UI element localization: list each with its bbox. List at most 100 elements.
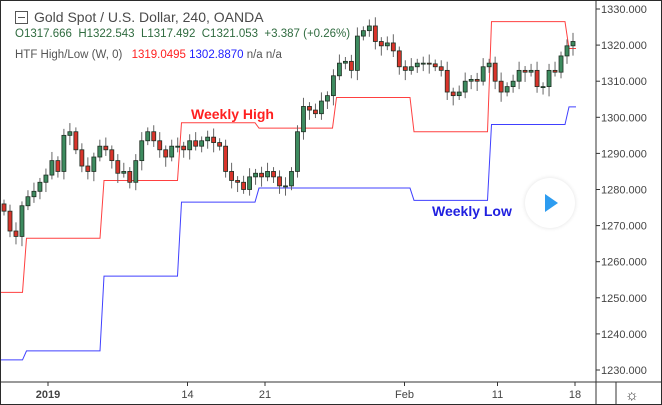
y-tick-label: 1300.000 (601, 112, 647, 124)
gear-icon[interactable]: ☼ (625, 387, 639, 404)
candle-down (402, 66, 408, 71)
minus-square-icon[interactable] (15, 10, 28, 24)
candle-up (205, 136, 211, 142)
candle-up (366, 25, 372, 32)
candle-up (265, 171, 270, 178)
y-tick-label: 1310.000 (601, 76, 647, 88)
candle-down (79, 149, 85, 167)
x-tick-label: Feb (395, 389, 414, 401)
candle-down (235, 180, 240, 183)
open-value: O1317.666 (15, 28, 72, 40)
candle-down (450, 91, 456, 97)
candle-down (438, 66, 444, 71)
candle-down (157, 140, 163, 151)
candle-up (456, 91, 462, 97)
candle-up (295, 131, 300, 172)
candle-up (414, 62, 420, 68)
weekly-low-label: Weekly Low (432, 203, 512, 219)
candle-down (85, 165, 91, 172)
candle-up (247, 176, 252, 190)
candle-down (73, 131, 79, 151)
indicator-low-value: 1302.8870 (189, 49, 244, 61)
x-tick-label: 18 (569, 389, 581, 401)
candle-up (253, 172, 258, 178)
candle-down (217, 142, 223, 147)
candle-up (564, 45, 570, 57)
candle-up (325, 95, 330, 102)
candle-up (199, 140, 205, 147)
candle-up (504, 86, 510, 93)
close-value: C1321.053 (201, 28, 259, 40)
candle-down (348, 60, 354, 71)
x-tick-label: 21 (259, 389, 271, 401)
symbol-title: Gold Spot / U.S. Dollar, 240, OANDA (34, 9, 264, 25)
y-tick-label: 1250.000 (601, 293, 647, 305)
candle-up (540, 86, 546, 89)
indicator-extra: n/a n/a (246, 49, 282, 61)
candle-up (468, 78, 474, 82)
candle-up (289, 171, 294, 187)
x-tick-label: 2019 (36, 389, 60, 401)
candle-up (384, 42, 390, 47)
candle-up (169, 145, 175, 158)
y-tick-label: 1280.000 (601, 185, 647, 197)
y-tick-label: 1290.000 (601, 148, 647, 160)
candle-up (37, 181, 43, 192)
candle-up (546, 69, 552, 88)
candle-down (432, 63, 438, 68)
candle-down (181, 145, 187, 151)
candle-down (390, 42, 396, 52)
candle-up (49, 160, 55, 176)
ohlc-readout: O1317.666 H1322.543 L1317.492 C1321.053 … (15, 28, 350, 40)
candle-down (277, 176, 282, 187)
candle-down (229, 171, 235, 181)
candle-down (396, 50, 402, 68)
candle-up (408, 66, 414, 71)
candle-up (331, 75, 336, 97)
candle-up (337, 62, 342, 77)
candle-down (151, 131, 157, 142)
candle-up (319, 100, 324, 115)
candle-up (61, 134, 67, 172)
chart-legend: Gold Spot / U.S. Dollar, 240, OANDA O131… (15, 9, 350, 61)
candle-up (25, 196, 31, 207)
candle-down (372, 25, 378, 42)
candle-down (426, 62, 432, 65)
candle-up (510, 80, 516, 88)
candle-down (271, 171, 276, 178)
candle-up (570, 41, 576, 47)
candle-up (175, 145, 181, 148)
play-icon[interactable] (525, 178, 575, 228)
candle-down (241, 181, 246, 190)
indicator-name: HTF High/Low (W, 0) (15, 49, 123, 61)
candle-down (307, 106, 312, 111)
candle-up (133, 160, 139, 183)
y-tick-label: 1330.000 (601, 4, 647, 16)
x-tick-label: 11 (492, 389, 503, 401)
weekly-high-line (1, 21, 576, 293)
weekly-high-label: Weekly High (191, 106, 274, 122)
indicator-legend[interactable]: HTF High/Low (W, 0) 1319.0495 1302.8870 … (15, 49, 350, 61)
candle-up (420, 62, 426, 65)
candle-up (121, 171, 127, 174)
candle-down (498, 80, 504, 93)
y-tick-label: 1270.000 (601, 221, 647, 233)
candle-down (1, 203, 7, 212)
candle-down (378, 41, 384, 47)
candle-down (223, 145, 229, 172)
candle-up (43, 174, 49, 183)
candle-up (558, 55, 564, 73)
candle-down (13, 230, 19, 237)
candle-down (55, 160, 61, 172)
candle-down (534, 69, 540, 88)
candle-down (109, 149, 115, 162)
candle-down (444, 69, 450, 93)
high-value: H1322.543 (78, 28, 135, 40)
candle-up (360, 30, 366, 37)
candle-up (528, 69, 534, 73)
candle-up (301, 106, 306, 133)
candle-down (103, 145, 109, 151)
candle-up (283, 185, 288, 188)
